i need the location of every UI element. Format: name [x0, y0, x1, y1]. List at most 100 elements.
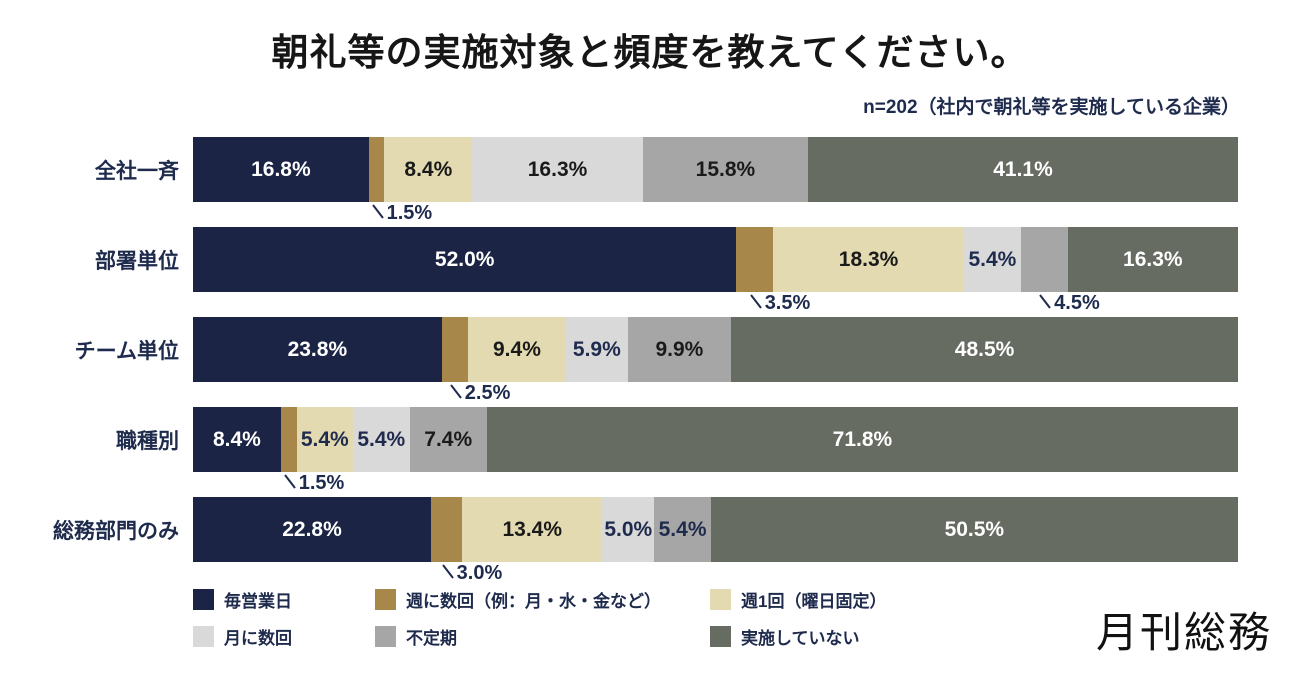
segment-value: 16.3%: [1123, 247, 1183, 271]
bar-segment: 9.4%: [467, 317, 567, 382]
legend-label: 不定期: [406, 629, 457, 648]
bar-segment: [736, 227, 773, 292]
segment-value: 9.9%: [655, 337, 704, 361]
bar-segment: 13.4%: [462, 497, 603, 562]
segment-value: 18.3%: [838, 247, 899, 271]
bar-segment: [1020, 227, 1068, 292]
legend-item: 毎営業日: [193, 587, 375, 612]
legend-item: 不定期: [375, 624, 710, 649]
bar-segment: [431, 497, 463, 562]
callout-value: 2.5%: [464, 382, 511, 404]
callout-label: 4.5%: [1039, 292, 1100, 315]
legend-label: 週に数回（例：月・水・金など）: [406, 592, 661, 611]
segment-value: 9.4%: [493, 337, 541, 361]
legend-swatch: [193, 589, 214, 610]
category-label: 職種別: [116, 429, 179, 453]
bar-segment: 52.0%: [193, 227, 737, 292]
segment-value: 8.4%: [212, 427, 261, 451]
segment-value: 5.4%: [300, 427, 349, 451]
bar-segment: 15.8%: [642, 137, 809, 202]
bar-segment: 16.8%: [193, 137, 369, 202]
legend-swatch: [710, 589, 731, 610]
segment-value: 16.3%: [527, 157, 588, 181]
legend-label: 月に数回: [224, 629, 292, 648]
segment-value: 41.1%: [993, 157, 1053, 181]
legend-swatch: [193, 626, 214, 647]
callout-label: 1.5%: [283, 472, 345, 495]
bar-segment: 71.8%: [486, 407, 1238, 472]
segment-value: 48.5%: [954, 337, 1015, 361]
leader-line: [449, 384, 462, 399]
bar-segment: 5.0%: [602, 497, 655, 562]
bar-segment: 16.3%: [1067, 227, 1238, 292]
bar-segment: 9.9%: [627, 317, 732, 382]
bar-row: 全社一斉 16.8% 1.5% 8.4% 16.3% 15.8% 41.1%: [0, 137, 1300, 224]
bar-row: 総務部門のみ 22.8% 3.0% 13.4% 5.0% 5.4% 50.5%: [0, 497, 1300, 584]
category-label: 部署単位: [95, 249, 179, 273]
segment-value: 8.4%: [404, 157, 453, 181]
legend-item: 週に数回（例：月・水・金など）: [375, 587, 710, 612]
bar-segment: [280, 407, 297, 472]
bar-segment: 41.1%: [808, 137, 1238, 202]
bar-segment: 5.4%: [654, 497, 711, 562]
segment-value: 5.4%: [968, 247, 1017, 271]
segment-value: 22.8%: [282, 517, 342, 541]
callout-value: 1.5%: [298, 472, 345, 494]
chart-legend: 毎営業日 週に数回（例：月・水・金など） 週1回（曜日固定） 月に数回 不定期 実施してい…: [193, 587, 1238, 649]
stacked-bar: 22.8% 3.0% 13.4% 5.0% 5.4% 50.5%: [193, 497, 1238, 584]
stacked-bar-chart: 全社一斉 16.8% 1.5% 8.4% 16.3% 15.8% 41.1% 部署単位 52.0…: [0, 137, 1300, 584]
legend-label: 実施していない: [741, 629, 860, 648]
legend-item: 週1回（曜日固定）: [710, 587, 1238, 612]
chart-title: 朝礼等の実施対象と頻度を教えてください。: [271, 32, 1029, 73]
bar-segment: 8.4%: [384, 137, 473, 202]
legend-swatch: [710, 626, 731, 647]
category-label: 総務部門のみ: [53, 519, 179, 543]
stacked-bar: 52.0% 3.5% 18.3% 5.4% 4.5% 16.3%: [193, 227, 1238, 314]
bar-segment: [441, 317, 468, 382]
bar-segment: 48.5%: [731, 317, 1238, 382]
bar-segment: 5.4%: [353, 407, 410, 472]
stacked-bar: 23.8% 2.5% 9.4% 5.9% 9.9% 48.5%: [193, 317, 1238, 404]
segment-value: 52.0%: [434, 247, 495, 271]
bar-row: 職種別 8.4% 1.5% 5.4% 5.4% 7.4% 71.8%: [0, 407, 1300, 494]
publisher-logo: 月刊総務: [1095, 609, 1272, 656]
bar-row: チーム単位 23.8% 2.5% 9.4% 5.9% 9.9% 48.5%: [0, 317, 1300, 404]
category-label: チーム単位: [74, 339, 179, 363]
leader-line: [749, 294, 762, 309]
segment-value: 13.4%: [502, 517, 563, 541]
leader-line: [283, 474, 296, 489]
segment-value: 5.4%: [658, 517, 707, 541]
callout-label: 3.0%: [441, 562, 502, 585]
segment-value: 15.8%: [695, 157, 756, 181]
callout-label: 2.5%: [449, 382, 511, 405]
legend-swatch: [375, 626, 396, 647]
bar-segment: [368, 137, 385, 202]
bar-segment: 16.3%: [472, 137, 643, 202]
bar-segment: 7.4%: [409, 407, 487, 472]
segment-value: 50.5%: [944, 517, 1005, 541]
leader-line: [371, 204, 384, 219]
legend-item: 実施していない: [710, 624, 1238, 649]
segment-value: 5.4%: [357, 427, 406, 451]
legend-label: 週1回（曜日固定）: [741, 592, 887, 611]
segment-value: 71.8%: [832, 427, 893, 451]
segment-value: 7.4%: [424, 427, 473, 451]
bar-segment: 50.5%: [710, 497, 1238, 562]
bar-row: 部署単位 52.0% 3.5% 18.3% 5.4% 4.5% 16.3%: [0, 227, 1300, 314]
bar-segment: 23.8%: [193, 317, 442, 382]
stacked-bar: 16.8% 1.5% 8.4% 16.3% 15.8% 41.1%: [193, 137, 1238, 224]
leader-line: [1039, 294, 1051, 309]
segment-value: 23.8%: [287, 337, 348, 361]
bar-segment: 5.4%: [296, 407, 354, 472]
bar-segment: 22.8%: [193, 497, 432, 562]
legend-swatch: [375, 589, 396, 610]
segment-value: 5.9%: [572, 337, 621, 361]
segment-value: 5.0%: [604, 517, 653, 541]
callout-value: 3.5%: [764, 292, 811, 314]
callout-value: 1.5%: [386, 202, 433, 224]
legend-label: 毎営業日: [224, 592, 292, 611]
bar-segment: 5.4%: [964, 227, 1021, 292]
leader-line: [441, 564, 454, 579]
chart-subtitle: n=202（社内で朝礼等を実施している企業）: [863, 97, 1240, 118]
